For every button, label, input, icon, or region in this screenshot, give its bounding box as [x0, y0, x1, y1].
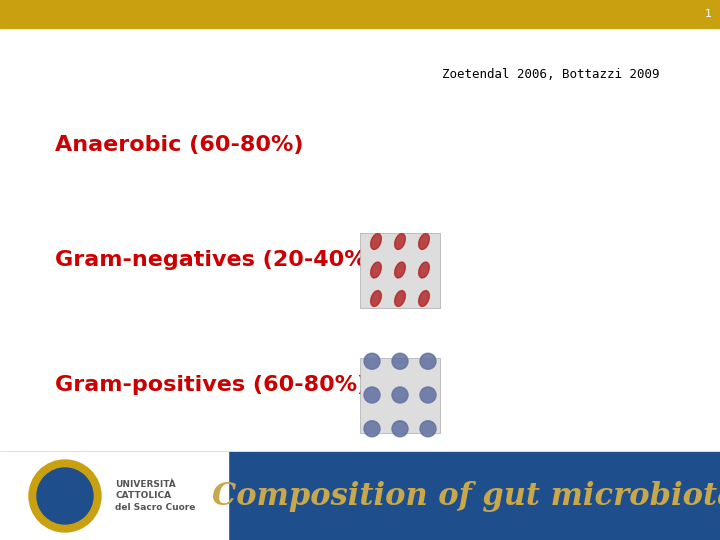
Bar [0, 0, 720, 28]
Ellipse shape [395, 262, 405, 278]
Ellipse shape [395, 234, 405, 249]
Circle shape [420, 387, 436, 403]
Text: Zoetendal 2006, Bottazzi 2009: Zoetendal 2006, Bottazzi 2009 [443, 69, 660, 82]
Bar [0, 452, 228, 540]
Circle shape [364, 353, 380, 369]
Text: UNIVERSITÀ
CATTOLICA
del Sacro Cuore: UNIVERSITÀ CATTOLICA del Sacro Cuore [115, 480, 195, 512]
Ellipse shape [371, 262, 382, 278]
Circle shape [420, 353, 436, 369]
Circle shape [392, 421, 408, 437]
Bar [0, 452, 720, 540]
Bar [360, 357, 440, 433]
Circle shape [364, 421, 380, 437]
Text: 1: 1 [705, 9, 712, 19]
Text: Anaerobic (60-80%): Anaerobic (60-80%) [55, 135, 304, 155]
Ellipse shape [418, 234, 429, 249]
Ellipse shape [418, 291, 429, 306]
Circle shape [37, 468, 93, 524]
Circle shape [392, 353, 408, 369]
Ellipse shape [371, 291, 382, 306]
Circle shape [364, 387, 380, 403]
Bar [360, 233, 440, 307]
Circle shape [29, 460, 101, 532]
Text: Gram-negatives (20-40%): Gram-negatives (20-40%) [55, 250, 377, 270]
Circle shape [420, 421, 436, 437]
Ellipse shape [395, 291, 405, 306]
Text: Composition of gut microbiota: Composition of gut microbiota [212, 481, 720, 511]
Ellipse shape [418, 262, 429, 278]
Circle shape [392, 387, 408, 403]
Text: Gram-positives (60-80%): Gram-positives (60-80%) [55, 375, 367, 395]
Ellipse shape [371, 234, 382, 249]
